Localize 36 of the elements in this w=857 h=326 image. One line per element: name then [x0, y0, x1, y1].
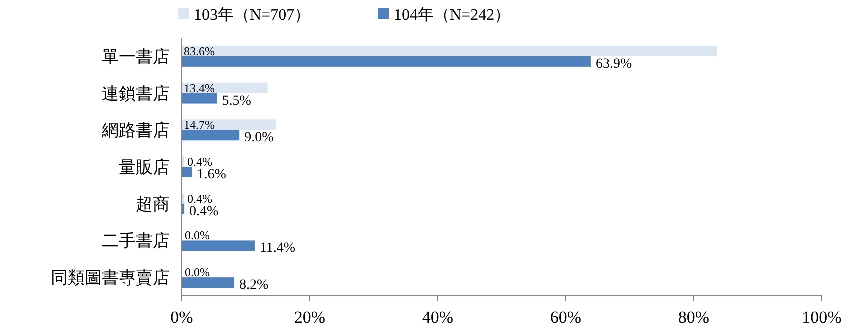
data-label: 83.6%	[184, 44, 215, 58]
bar	[182, 278, 234, 288]
x-tick-label: 80%	[678, 308, 710, 326]
y-tick-label: 量販店	[119, 158, 170, 177]
bar	[182, 130, 240, 141]
bar	[182, 56, 591, 67]
y-tick-label: 連鎖書店	[102, 84, 170, 104]
data-label: 5.5%	[222, 94, 252, 109]
data-label: 0.0%	[185, 228, 210, 243]
y-tick-label: 單一書店	[102, 47, 170, 66]
x-tick-label: 100%	[802, 308, 842, 326]
data-label: 13.4%	[184, 81, 215, 96]
legend-label: 103年（N=707）	[194, 7, 311, 24]
data-label: 9.0%	[244, 130, 274, 146]
data-label: 0.4%	[190, 204, 220, 220]
bar	[182, 93, 218, 104]
x-tick-label: 60%	[550, 308, 582, 326]
y-tick-label: 二手書店	[102, 232, 170, 251]
data-label: 11.4%	[260, 241, 296, 256]
x-tick-label: 40%	[422, 308, 454, 326]
data-label: 8.2%	[239, 278, 269, 294]
data-label: 63.9%	[596, 56, 632, 72]
data-label: 0.4%	[188, 155, 213, 169]
x-tick-label: 20%	[294, 308, 326, 326]
data-label: 0.0%	[185, 266, 210, 280]
y-tick-label: 同類圖書專賣店	[51, 268, 170, 288]
y-tick-label: 網路書店	[101, 121, 170, 140]
bar	[182, 167, 192, 178]
bar	[182, 46, 718, 56]
data-label: 0.4%	[188, 192, 213, 206]
bar	[182, 240, 255, 252]
data-label: 1.6%	[197, 168, 227, 182]
data-label: 14.7%	[184, 118, 215, 132]
x-tick-label: 0%	[170, 308, 194, 326]
legend-label: 104年（N=242）	[394, 7, 511, 24]
y-tick-label: 超商	[136, 194, 170, 214]
